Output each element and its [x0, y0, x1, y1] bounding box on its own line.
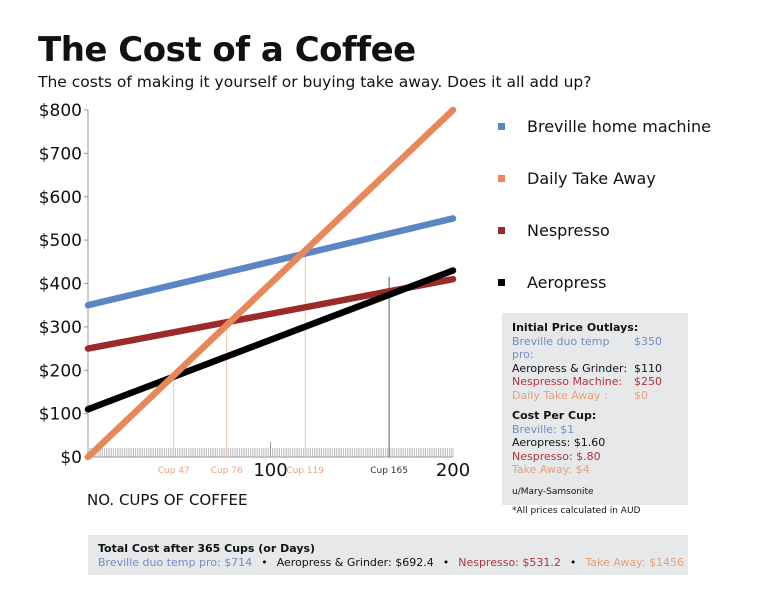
totals-title: Total Cost after 365 Cups (or Days) — [98, 542, 316, 555]
page-title: The Cost of a Coffee — [38, 30, 416, 70]
annotation-label: Cup 47 — [158, 466, 190, 476]
y-tick-label: $300 — [39, 318, 82, 338]
annotation-label: Cup 165 — [370, 466, 408, 476]
legend-swatch — [498, 123, 505, 130]
total-item: Breville duo temp pro: $714 — [98, 556, 253, 569]
total-item: Take Away: $1456 — [585, 556, 684, 569]
legend-swatch — [498, 279, 505, 286]
series-line-aeropress — [84, 267, 457, 413]
y-tick-label: $800 — [39, 101, 82, 121]
outlays-title: Initial Price Outlays: — [512, 321, 639, 334]
legend-label: Breville home machine — [527, 117, 711, 136]
totals-box: Total Cost after 365 Cups (or Days) Brevi… — [88, 535, 688, 575]
legend-item: Nespresso — [498, 221, 610, 240]
info-box: Initial Price Outlays: Breville duo temp … — [502, 313, 688, 516]
outlay-row: Breville duo temp pro: $350 — [512, 334, 662, 362]
cpc-row: Breville: $1 — [512, 422, 575, 436]
x-tick-label: 100 — [253, 460, 287, 481]
credit: u/Mary-Samsonite — [512, 486, 594, 497]
legend-swatch — [498, 175, 505, 182]
separator: • — [261, 556, 268, 569]
x-axis-label: NO. CUPS OF COFFEE — [87, 491, 248, 509]
separator: • — [442, 556, 450, 569]
y-tick-label: $200 — [39, 361, 82, 381]
separator: • — [569, 556, 577, 569]
legend-item: Daily Take Away — [498, 169, 656, 188]
outlay-row: Nespresso Machine: $250 — [512, 375, 662, 388]
outlay-row: Aeropress & Grinder: $110 — [512, 361, 662, 375]
y-tick-label: $700 — [39, 144, 82, 164]
y-tick-label: $600 — [39, 188, 82, 208]
legend-label: Nespresso — [527, 221, 610, 240]
y-tick-label: $100 — [39, 405, 82, 425]
legend-item: Breville home machine — [498, 117, 711, 136]
x-tick-label: 200 — [436, 460, 470, 481]
annotation-label: Cup 119 — [286, 466, 324, 476]
y-tick-label: $0 — [60, 448, 82, 468]
legend-swatch — [498, 227, 505, 234]
legend-label: Daily Take Away — [527, 169, 656, 188]
total-item: Aeropress & Grinder: $692.4 — [276, 556, 434, 569]
total-item: Nespresso: $531.2 — [458, 556, 561, 569]
outlay-row: Daily Take Away : $0 — [512, 388, 648, 402]
legend-item: Aeropress — [498, 273, 606, 292]
cpc-title: Cost Per Cup: — [512, 409, 597, 422]
y-tick-label: $500 — [39, 231, 82, 251]
cpc-row: Aeropress: $1.60 — [512, 436, 606, 449]
legend-label: Aeropress — [527, 273, 607, 292]
cpc-row: Take Away: $4 — [512, 463, 590, 476]
cpc-row: Nespresso: $.80 — [512, 449, 601, 463]
note: *All prices calculated in AUD — [512, 506, 641, 516]
page-subtitle: The costs of making it yourself or buyin… — [38, 73, 592, 91]
annotation-label: Cup 76 — [211, 466, 243, 476]
series-line-breville-home-machine — [84, 215, 457, 309]
series-line-daily-take-away — [84, 106, 457, 461]
y-tick-label: $400 — [39, 275, 82, 295]
